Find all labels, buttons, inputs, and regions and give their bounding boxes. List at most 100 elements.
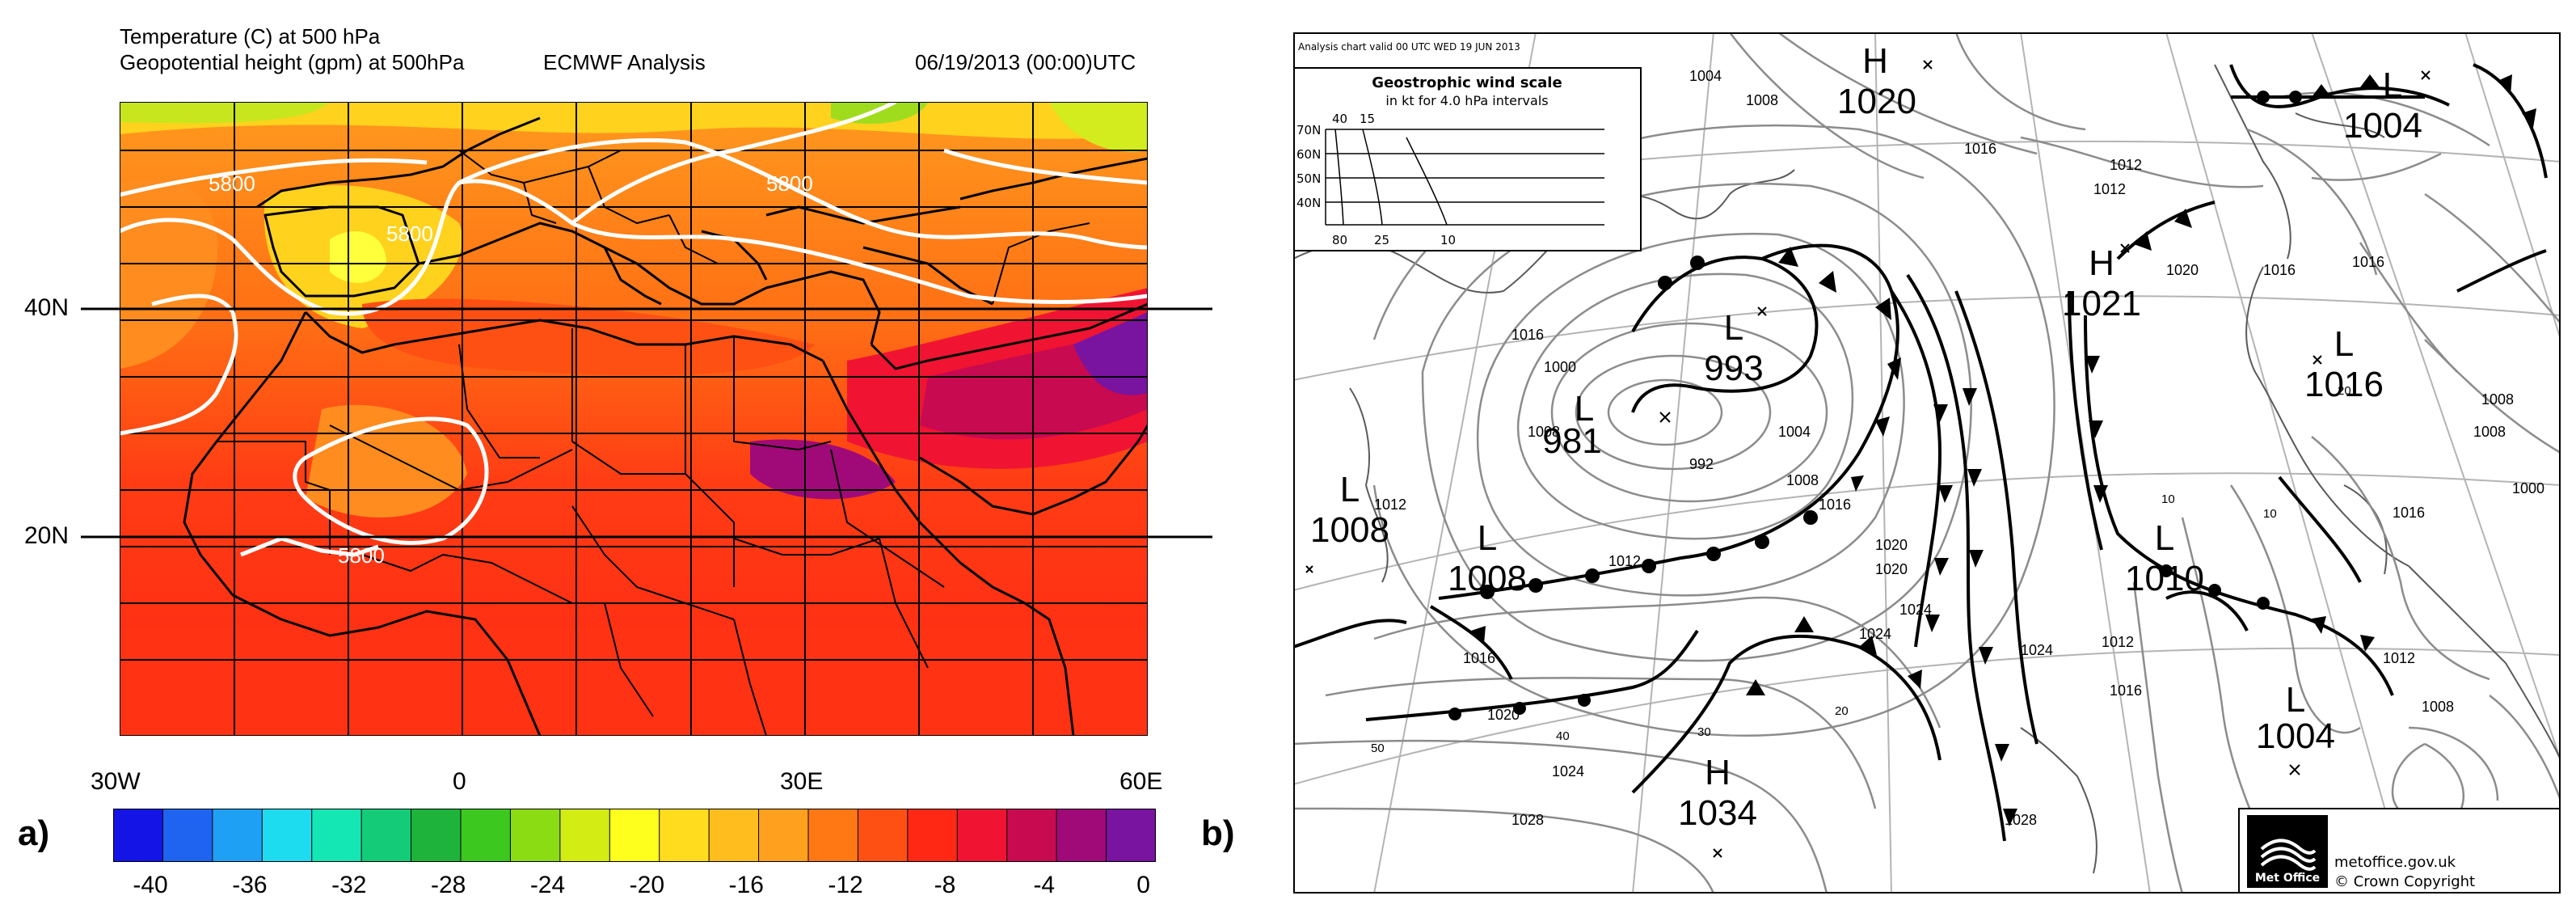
svg-text:1024: 1024 — [1859, 626, 1891, 642]
pressure-type-l1008a: L — [1340, 470, 1360, 509]
lon-label-60e: 60E — [1119, 768, 1163, 795]
colorbar-tick-label: -36 — [232, 872, 268, 898]
panel-b-label: b) — [1201, 813, 1235, 853]
colorbar-swatch — [360, 809, 412, 862]
svg-text:1008: 1008 — [2473, 424, 2506, 440]
svg-text:1012: 1012 — [2383, 650, 2415, 666]
svg-text:80: 80 — [1332, 233, 1347, 247]
latlon-labels: 50 40 30 20 10 10 20 — [1371, 384, 2351, 755]
svg-text:5800: 5800 — [338, 543, 385, 568]
svg-text:1020: 1020 — [1875, 537, 1908, 553]
svg-text:1004: 1004 — [1778, 424, 1811, 440]
met-office-logo-mark — [2260, 839, 2317, 871]
svg-text:1000: 1000 — [2512, 480, 2544, 496]
fronts — [1293, 63, 2548, 842]
svg-text:5800: 5800 — [209, 171, 255, 196]
svg-text:992: 992 — [1689, 456, 1714, 472]
svg-text:10: 10 — [2263, 507, 2277, 521]
pressure-value-1010: 1010 — [2125, 559, 2204, 598]
pressure-value-1008a: 1008 — [1310, 510, 1389, 550]
colorbar-tick-label: -24 — [529, 872, 566, 898]
pressure-type-h1034: H — [1705, 753, 1731, 792]
yellow-patch-northeast — [1049, 102, 1148, 152]
analysis-header: Analysis chart valid 00 UTC WED 19 JUN 2… — [1298, 41, 1520, 53]
colorbar-swatch — [659, 809, 710, 862]
colorbar-swatch — [807, 809, 859, 862]
svg-text:1012: 1012 — [1608, 553, 1641, 569]
svg-text:1004: 1004 — [1689, 68, 1722, 84]
colorbar-tick-label: -16 — [728, 872, 764, 898]
colorbar-tick-label: -12 — [828, 872, 863, 898]
pressure-value-1034: 1034 — [1678, 793, 1757, 833]
pressure-type-h1020: H — [1862, 41, 1888, 81]
lon-label-30e: 30E — [780, 768, 824, 795]
pressure-value-1004a: 1004 — [2343, 106, 2422, 146]
svg-text:Met Office: Met Office — [2255, 872, 2320, 885]
pressure-type-l993: L — [1724, 308, 1743, 348]
svg-text:50: 50 — [1371, 741, 1385, 755]
pressure-value-1016: 1016 — [2304, 365, 2384, 404]
west-atlantic-orange — [120, 178, 218, 369]
panel-a-label: a) — [18, 813, 50, 853]
svg-text:1016: 1016 — [2263, 262, 2296, 278]
svg-text:Geostrophic wind scale: Geostrophic wind scale — [1372, 74, 1562, 91]
svg-text:5800: 5800 — [386, 222, 433, 246]
svg-text:15: 15 — [1360, 112, 1375, 126]
pressure-type-l1004a: L — [2383, 65, 2402, 105]
front-symbols — [1448, 74, 2536, 826]
colorbar-swatch — [311, 809, 363, 862]
svg-text:1028: 1028 — [1511, 812, 1544, 828]
svg-text:1016: 1016 — [1463, 650, 1495, 666]
svg-text:10: 10 — [2161, 492, 2175, 506]
svg-text:1012: 1012 — [2110, 157, 2142, 173]
lat-label-40n: 40N — [24, 294, 70, 321]
sudan-hot — [750, 439, 896, 500]
svg-text:40N: 40N — [1296, 196, 1321, 210]
colorbar-swatch — [609, 809, 660, 862]
country-borders — [217, 150, 1090, 736]
svg-text:1024: 1024 — [2021, 642, 2053, 658]
colorbar-swatch — [708, 809, 760, 862]
colorbar-swatch — [113, 809, 164, 862]
svg-text:1016: 1016 — [2393, 505, 2425, 521]
isobar-labels: 1004 1008 1016 1012 1016 1020 1016 1008 … — [1374, 68, 2544, 828]
colorbar-swatch — [212, 809, 264, 862]
svg-text:1012: 1012 — [1374, 496, 1406, 513]
colorbar-tick-label: -8 — [934, 872, 956, 898]
panel-a-title-line1: Temperature (C) at 500 hPa — [120, 24, 381, 49]
pressure-type-l1004b: L — [2286, 680, 2305, 720]
pressure-type-l1008b: L — [1478, 518, 1497, 558]
pressure-systems: H 1020 L 1004 H 1021 L 993 L 981 L 1016 … — [1310, 41, 2422, 833]
coastlines — [1293, 64, 2561, 874]
synoptic-chart: H 1020 L 1004 H 1021 L 993 L 981 L 1016 … — [1293, 32, 2561, 894]
svg-text:10: 10 — [1440, 233, 1456, 247]
svg-text:1020: 1020 — [1875, 561, 1908, 577]
pressure-value-1021: 1021 — [2062, 284, 2141, 323]
colorbar-swatch — [857, 809, 909, 862]
colorbar-tick-label: -32 — [331, 872, 367, 898]
colorbar-swatch — [460, 809, 512, 862]
colorbar-tick-label: -40 — [133, 872, 168, 898]
svg-text:1012: 1012 — [2102, 634, 2134, 650]
panel-a-date: 06/19/2013 (00:00)UTC — [915, 50, 1136, 74]
svg-text:30: 30 — [1697, 725, 1711, 739]
colorbar-tick-label: -4 — [1033, 872, 1056, 898]
svg-text:1020: 1020 — [1487, 707, 1520, 723]
svg-text:40: 40 — [1556, 729, 1570, 743]
svg-text:20: 20 — [1835, 704, 1849, 718]
svg-text:5800: 5800 — [766, 171, 813, 196]
metoffice-footer: Met Office metoffice.gov.uk © Crown Copy… — [2238, 808, 2561, 894]
svg-text:1000: 1000 — [1544, 359, 1576, 375]
svg-text:1012: 1012 — [2093, 181, 2126, 197]
pressure-value-1020: 1020 — [1837, 82, 1916, 121]
svg-text:60N: 60N — [1296, 147, 1321, 162]
pressure-value-1004b: 1004 — [2256, 716, 2335, 756]
svg-text:70N: 70N — [1296, 123, 1321, 137]
north-africa-band — [362, 298, 815, 376]
svg-text:1008: 1008 — [1786, 472, 1819, 488]
svg-text:1028: 1028 — [2005, 812, 2037, 828]
wind-scale-box: Geostrophic wind scale in kt for 4.0 hPa… — [1293, 67, 1642, 251]
svg-text:1008: 1008 — [2422, 699, 2454, 715]
colorbar-swatch — [1106, 809, 1156, 862]
colorbar-swatch — [907, 809, 959, 862]
